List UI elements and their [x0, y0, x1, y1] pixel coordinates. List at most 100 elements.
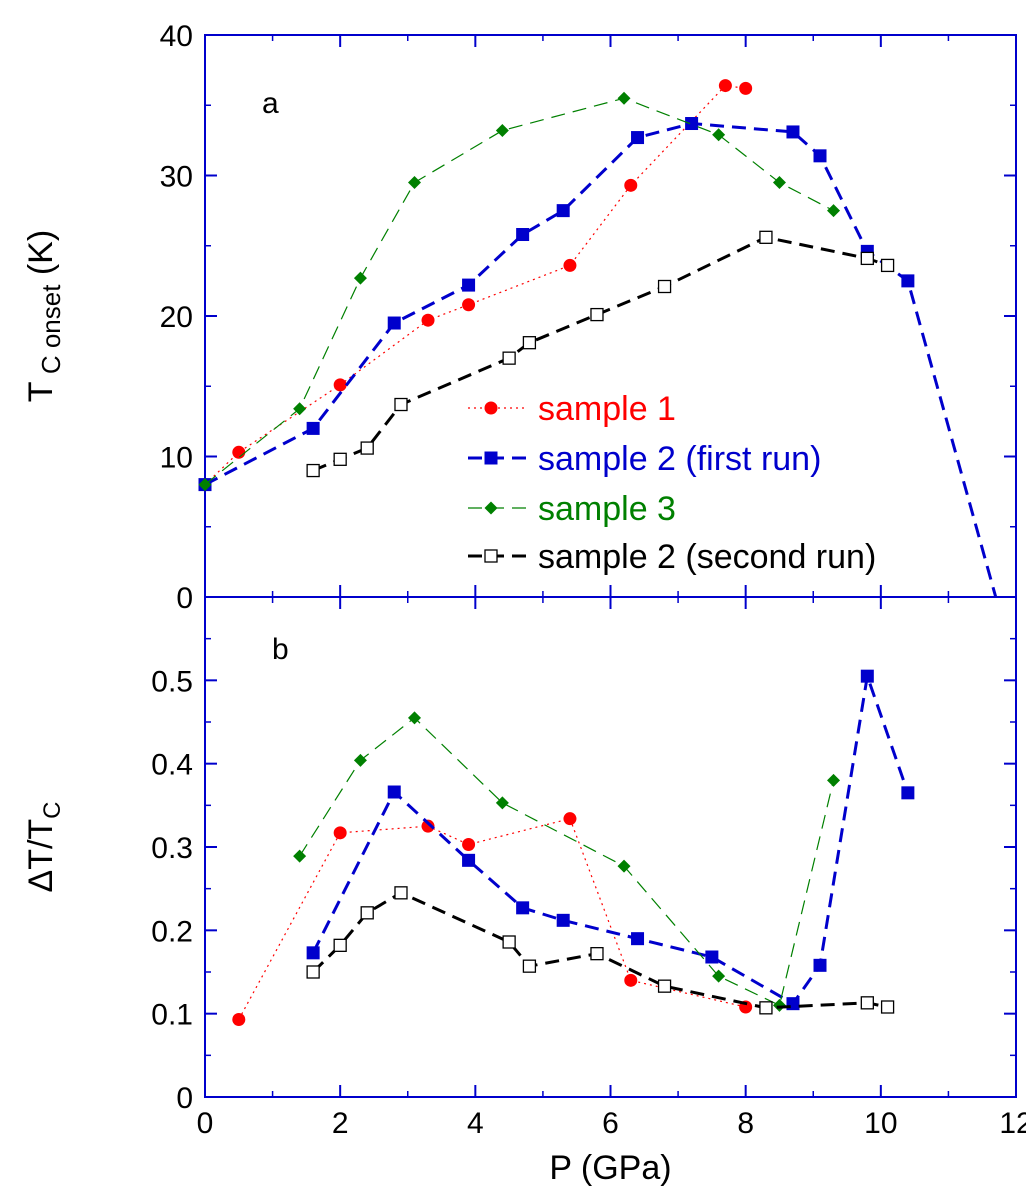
- data-point: [293, 402, 307, 416]
- x-tick-label: 2: [332, 1107, 349, 1140]
- legend-label: sample 1: [538, 390, 676, 428]
- y-tick-label: 0: [176, 1082, 193, 1115]
- x-tick-label: 4: [467, 1107, 484, 1140]
- data-point: [333, 378, 347, 392]
- data-point: [901, 786, 915, 800]
- y-axis-title-b-sub: C: [39, 801, 66, 818]
- legend-marker: [484, 501, 498, 515]
- y-tick-label: 0.1: [151, 999, 193, 1032]
- legend-label: sample 2 (second run): [538, 538, 876, 576]
- y-axis-title-a: T C onset (K): [22, 230, 66, 402]
- data-point: [408, 711, 422, 725]
- data-point: [590, 307, 604, 322]
- data-point: [462, 838, 476, 851]
- data-point: [421, 819, 435, 833]
- y-axis-title-a-main: T: [22, 381, 60, 402]
- data-point: [657, 979, 672, 993]
- data-point: [232, 445, 246, 459]
- data-point: [462, 853, 476, 867]
- legend-label: sample 2 (first run): [538, 440, 821, 478]
- data-point: [421, 313, 435, 327]
- legend-marker: [484, 451, 498, 465]
- y-axis-title-b: ΔT/TC: [22, 801, 66, 892]
- y-axis-title-b-main: ΔT/T: [22, 819, 60, 893]
- data-point: [624, 178, 638, 192]
- data-point: [556, 204, 570, 218]
- panel-b: 0 0.1 0.2 0.3 0.4 0.5 0 2 4 6 8 10 12 P (GPa) b ΔT/TC: [22, 596, 1026, 1187]
- series-1: [232, 812, 753, 1026]
- data-point: [631, 131, 645, 145]
- data-point: [563, 258, 577, 272]
- data-point: [712, 969, 726, 983]
- data-point: [353, 753, 367, 767]
- data-point: [306, 965, 320, 979]
- plot-frame-b: [204, 596, 1017, 1098]
- series-2: [306, 669, 915, 1011]
- series-2: [198, 117, 998, 598]
- x-tick-label: 12: [999, 1107, 1026, 1140]
- data-point: [718, 79, 732, 93]
- data-point: [394, 397, 408, 412]
- x-tick-label: 6: [602, 1107, 619, 1140]
- series-line: [312, 235, 889, 472]
- data-point: [232, 1013, 246, 1026]
- data-point: [306, 463, 320, 478]
- y-axis-title-a-sub: C onset: [36, 284, 66, 382]
- series-3: [198, 91, 841, 492]
- y-tick-label: 40: [160, 20, 193, 53]
- data-point: [880, 1000, 895, 1014]
- data-point: [705, 950, 719, 964]
- data-point: [813, 149, 827, 163]
- data-point: [360, 906, 374, 920]
- series-4: [306, 230, 895, 478]
- data-point: [563, 812, 577, 826]
- y-tick-label: 10: [160, 442, 193, 475]
- x-tick-label: 0: [197, 1107, 214, 1140]
- data-point: [860, 996, 874, 1010]
- data-point: [739, 81, 753, 95]
- series-line: [204, 97, 834, 486]
- data-point: [387, 316, 401, 330]
- data-point: [306, 946, 320, 960]
- data-point: [759, 1001, 773, 1015]
- data-point: [495, 796, 509, 810]
- data-point: [860, 669, 874, 683]
- data-point: [901, 274, 915, 288]
- y-tick-label: 0.2: [151, 915, 193, 948]
- data-point: [813, 958, 827, 972]
- series-3: [293, 711, 841, 1012]
- data-point: [353, 271, 367, 285]
- data-point: [712, 128, 726, 142]
- series-4: [306, 886, 895, 1015]
- data-point: [293, 849, 307, 863]
- legend-item: sample 1: [468, 390, 676, 428]
- data-point: [516, 228, 530, 242]
- legend-marker: [484, 401, 498, 415]
- data-point: [522, 959, 537, 973]
- data-point: [333, 938, 347, 952]
- data-point: [590, 947, 604, 961]
- data-point: [502, 351, 516, 365]
- data-point: [394, 886, 408, 900]
- data-point: [516, 901, 530, 915]
- x-axis-title: P (GPa): [549, 1149, 671, 1187]
- panel-label-a: a: [262, 87, 279, 120]
- x-tick-label: 8: [737, 1107, 754, 1140]
- x-tick-label: 10: [864, 1107, 897, 1140]
- data-point: [502, 935, 516, 949]
- data-point: [333, 826, 347, 840]
- legend: sample 1 sample 2 (first run) sample 3 samp…: [468, 390, 876, 576]
- data-point: [556, 913, 570, 927]
- y-tick-label: 30: [160, 161, 193, 194]
- data-point: [759, 230, 773, 244]
- data-point: [617, 859, 631, 873]
- data-point: [880, 258, 895, 273]
- data-point: [408, 176, 422, 190]
- data-point: [617, 91, 631, 105]
- data-point: [657, 279, 672, 294]
- data-point: [306, 421, 320, 435]
- panel-label-b: b: [272, 633, 289, 666]
- data-point: [827, 773, 841, 787]
- y-tick-label: 0.4: [151, 749, 193, 782]
